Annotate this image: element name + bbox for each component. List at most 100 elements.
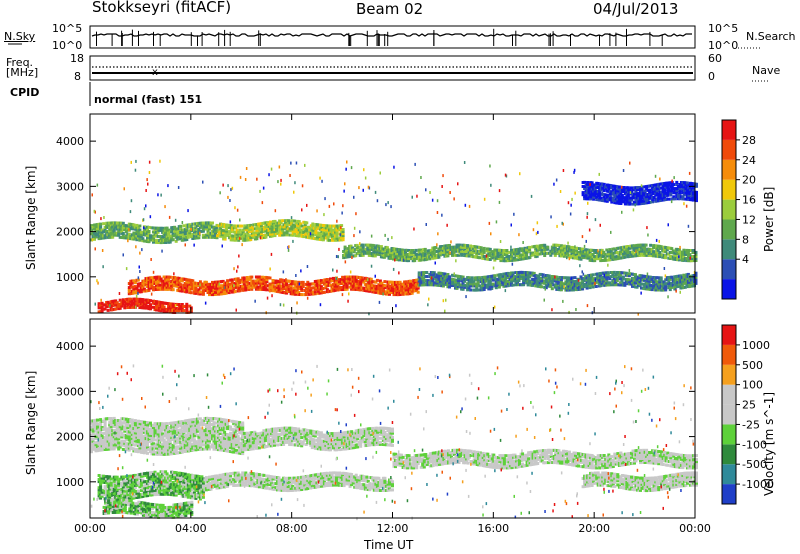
data-cell [490, 284, 494, 288]
data-cell [528, 281, 532, 285]
data-cell [130, 281, 134, 285]
scatter-cell [569, 212, 572, 216]
data-cell [155, 281, 158, 285]
scatter-cell [571, 197, 573, 201]
data-cell [268, 282, 272, 286]
data-cell [255, 235, 259, 239]
data-cell [235, 228, 239, 232]
data-cell [133, 299, 137, 303]
data-cell [241, 228, 245, 232]
data-cell [531, 279, 535, 283]
scatter-cell [629, 191, 632, 195]
data-cell [526, 277, 530, 281]
scatter-cell [355, 212, 357, 216]
data-cell [294, 292, 298, 296]
data-cell [553, 249, 557, 253]
data-cell [572, 288, 575, 292]
data-cell [273, 234, 277, 238]
data-cell [331, 238, 334, 242]
data-cell [241, 230, 245, 234]
data-cell [478, 276, 482, 280]
data-cell [114, 299, 118, 303]
data-cell [422, 258, 426, 262]
data-cell [664, 183, 668, 187]
data-cell [679, 274, 683, 278]
data-cell [676, 187, 680, 190]
scatter-cell [193, 243, 195, 247]
data-cell [659, 278, 663, 282]
data-cell [121, 302, 125, 306]
freq-marker: x [152, 67, 158, 78]
data-cell [337, 228, 340, 232]
data-cell [292, 288, 296, 292]
scatter-cell [510, 223, 512, 227]
data-cell [457, 253, 460, 257]
data-cell [470, 280, 474, 284]
data-cell [130, 299, 134, 303]
data-cell [476, 278, 480, 282]
data-cell [341, 236, 345, 240]
data-cell [242, 282, 246, 286]
data-cell [127, 286, 131, 290]
data-cell [618, 273, 622, 277]
data-cell [590, 283, 594, 287]
data-cell [223, 289, 227, 293]
data-cell [252, 223, 256, 227]
data-cell [466, 246, 470, 250]
data-cell [389, 256, 392, 260]
data-cell [123, 306, 127, 310]
data-cell [211, 221, 214, 225]
data-cell [632, 246, 636, 250]
data-cell [300, 289, 304, 292]
data-cell [458, 285, 462, 289]
data-cell [194, 226, 198, 230]
scatter-cell [245, 167, 248, 170]
scatter-cell [663, 267, 666, 270]
data-cell [692, 186, 695, 190]
data-cell [517, 273, 521, 276]
scatter-cell [670, 200, 673, 204]
scatter-cell [414, 162, 416, 166]
data-cell [674, 279, 678, 283]
data-cell [397, 282, 400, 286]
data-cell [229, 282, 233, 286]
data-cell [540, 248, 544, 252]
data-cell [361, 247, 365, 251]
scatter-cell [685, 204, 688, 208]
data-cell [217, 228, 221, 232]
data-cell [117, 231, 121, 235]
data-cell [422, 283, 426, 287]
data-cell [467, 276, 471, 280]
data-cell [572, 250, 575, 254]
data-cell [532, 253, 536, 257]
data-cell [570, 284, 574, 288]
data-cell [463, 285, 467, 289]
scatter-cell [101, 249, 104, 252]
scatter-cell [319, 176, 321, 180]
data-cell [400, 286, 404, 290]
data-cell [118, 225, 122, 229]
data-cell [478, 284, 482, 288]
data-cell [458, 245, 462, 249]
data-cell [336, 288, 340, 292]
data-cell [301, 285, 305, 288]
data-cell [676, 185, 680, 188]
data-cell [240, 236, 244, 240]
data-cell [565, 251, 569, 255]
data-cell [543, 247, 547, 251]
data-cell [632, 279, 636, 283]
data-cell [144, 283, 148, 287]
data-cell [446, 273, 450, 276]
scatter-cell [289, 174, 291, 177]
data-cell [635, 285, 639, 289]
data-cell [628, 196, 632, 200]
data-cell [457, 276, 460, 280]
data-cell [397, 289, 400, 292]
data-cell [191, 234, 195, 238]
scatter-cell [139, 270, 141, 273]
data-cell [682, 248, 686, 252]
scatter-cell [442, 299, 445, 303]
data-cell [508, 273, 512, 277]
data-cell [182, 236, 186, 240]
data-cell [198, 292, 202, 296]
